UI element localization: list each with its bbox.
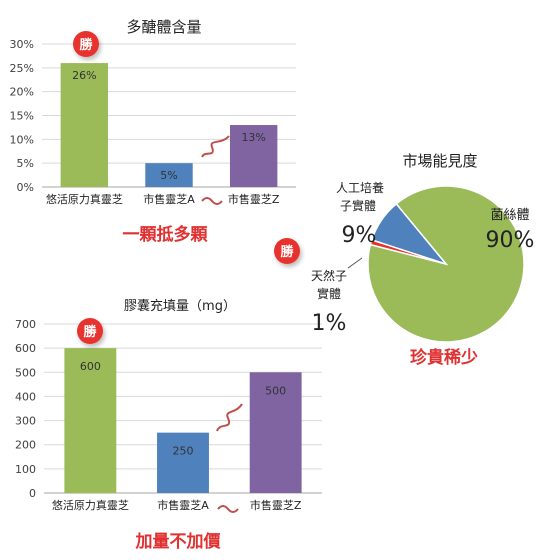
c2-y-tick-label: 700 — [15, 318, 36, 331]
c1-x-tick-label: 悠活原力真靈芝 — [46, 192, 123, 206]
c2-y-tick-label: 100 — [15, 463, 36, 476]
chart2-caption: 加量不加價 — [135, 531, 222, 552]
c2-y-tick-label: 500 — [15, 366, 36, 379]
c1-y-tick-label: 15% — [10, 110, 34, 123]
win-badge: 勝 — [274, 238, 300, 264]
c1-x-tick-label: 市售靈芝Z — [228, 192, 280, 206]
c2-x-tick-label: 市售靈芝A — [157, 498, 209, 512]
c2-data-label: 600 — [80, 360, 101, 373]
capsule-fill-chart: 膠囊充填量（mg） 0 100 200 300 400 500 600 700 600 250 5… — [15, 298, 322, 552]
c1-data-label: 13% — [241, 131, 265, 144]
c2-bar — [249, 372, 302, 493]
c1-y-tick-label: 5% — [17, 157, 34, 170]
slice-label-cultivated-pct: 9% — [342, 223, 377, 248]
c1-y-tick-label: 10% — [10, 133, 34, 146]
chart2-data-labels: 600 250 500 — [80, 360, 286, 458]
win-badge-text: 勝 — [83, 324, 97, 340]
chart2-bars — [64, 348, 302, 493]
c2-y-tick-label: 300 — [15, 415, 36, 428]
c1-y-tick-label: 0% — [17, 181, 34, 194]
chart1-caption: 一顆抵多顆 — [123, 224, 209, 245]
slice-leader-line — [347, 257, 363, 269]
win-badge-text: 勝 — [79, 37, 93, 53]
slice-label-wild-pct: 1% — [312, 311, 347, 336]
polysaccharide-chart: 多醣體含量 0% 5% 10% 15% 20% 25% 30% 26% 5% 13% 悠活原力真… — [10, 18, 296, 245]
chart1-squiggle-connector — [201, 135, 230, 158]
chart1-y-ticks: 0% 5% 10% 15% 20% 25% 30% — [10, 38, 34, 194]
c2-bar — [64, 348, 117, 493]
chart3-title: 市場能見度 — [402, 152, 477, 170]
c1-y-tick-label: 25% — [10, 62, 34, 75]
chart1-x-ticks: 悠活原力真靈芝 市售靈芝A 市售靈芝Z — [46, 192, 280, 206]
pie-slice — [370, 202, 449, 266]
slice-label-mycelium-pct: 90% — [486, 228, 535, 253]
c2-bar — [157, 432, 209, 493]
chart1-data-labels: 26% 5% 13% — [72, 69, 266, 182]
slice-label-wild-line2: 實體 — [317, 286, 341, 301]
c2-data-label: 500 — [265, 384, 286, 397]
slice-label-cultivated-line2: 子實體 — [340, 198, 376, 213]
win-badge-text: 勝 — [280, 244, 294, 260]
c2-x-tick-label: 市售靈芝Z — [250, 498, 302, 512]
chart2-squiggle-connector — [216, 403, 243, 432]
c1-data-label: 5% — [160, 169, 177, 182]
chart2-wave-icon — [217, 505, 239, 513]
slice-label-mycelium-name: 菌絲體 — [490, 208, 529, 223]
c1-bar — [229, 125, 278, 187]
c1-y-tick-label: 20% — [10, 86, 34, 99]
c2-data-label: 250 — [173, 445, 194, 458]
c1-data-label: 26% — [72, 69, 96, 82]
slice-label-wild-line1: 天然子 — [311, 268, 347, 283]
win-badge: 勝 — [77, 318, 103, 344]
chart1-title: 多醣體含量 — [126, 18, 201, 36]
slice-label-mycelium: 菌絲體 90% — [486, 208, 535, 253]
slice-label-cultivated: 人工培養 子實體 9% — [336, 180, 384, 248]
c2-x-tick-label: 悠活原力真靈芝 — [52, 498, 129, 512]
slice-label-wild: 天然子 實體 1% — [311, 268, 347, 336]
chart3-caption: 珍貴稀少 — [410, 347, 478, 368]
c1-bar — [60, 63, 109, 187]
c2-y-tick-label: 0 — [29, 487, 36, 500]
chart2-y-ticks: 0 100 200 300 400 500 600 700 — [15, 318, 36, 500]
c2-y-tick-label: 400 — [15, 390, 36, 403]
chart2-x-ticks: 悠活原力真靈芝 市售靈芝A 市售靈芝Z — [52, 498, 302, 512]
chart1-wave-icon — [201, 197, 223, 205]
c1-y-tick-label: 30% — [10, 38, 34, 51]
c1-bar — [145, 163, 193, 187]
market-visibility-chart: 市場能見度 菌絲體 90% 人工培養 子實體 9% 天然子 實體 1% 勝 珍貴… — [274, 152, 534, 368]
pie-slices — [367, 185, 525, 343]
c2-y-tick-label: 600 — [15, 342, 36, 355]
win-badge: 勝 — [73, 31, 99, 57]
c1-x-tick-label: 市售靈芝A — [143, 192, 195, 206]
slice-label-cultivated-line1: 人工培養 — [336, 180, 384, 195]
chart2-title: 膠囊充填量（mg） — [124, 298, 236, 314]
c2-y-tick-label: 200 — [15, 439, 36, 452]
chart1-bars — [60, 63, 278, 187]
